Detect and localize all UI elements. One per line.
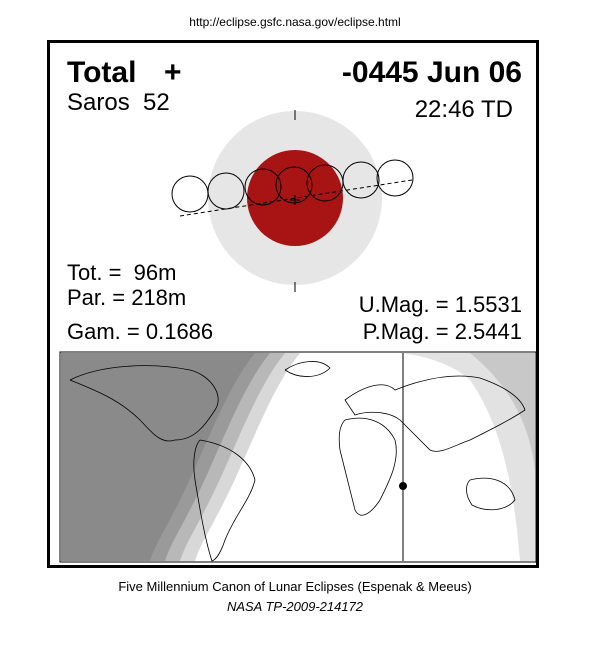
night-side (61, 353, 255, 561)
eclipse-date: -0445 Jun 06 (342, 56, 522, 89)
shadow-diagram (171, 110, 414, 292)
eclipse-type: Total (67, 56, 136, 89)
footer-title: Five Millennium Canon of Lunar Eclipses … (118, 579, 471, 594)
eclipse-symbol: + (164, 56, 182, 89)
gamma: Gam. = 0.1686 (67, 319, 213, 344)
penumbra-band (470, 353, 535, 470)
saros: Saros 52 (67, 89, 170, 116)
total-duration: Tot. = 96m (67, 260, 176, 285)
umbral-magnitude: U.Mag. = 1.5531 (359, 292, 522, 317)
coastlines (69, 361, 526, 562)
partial-duration: Par. = 218m (67, 285, 186, 310)
penumbral-magnitude: P.Mag. = 2.5441 (363, 319, 522, 344)
moon-positions (171, 159, 414, 213)
greatest-eclipse-point (399, 482, 407, 490)
world-map (59, 351, 537, 563)
time: 22:46 TD (415, 96, 513, 123)
url: http://eclipse.gsfc.nasa.gov/eclipse.htm… (189, 15, 400, 29)
penumbra-band (400, 353, 535, 561)
footer-reference: NASA TP-2009-214172 (227, 599, 364, 614)
center-mark (290, 195, 300, 205)
